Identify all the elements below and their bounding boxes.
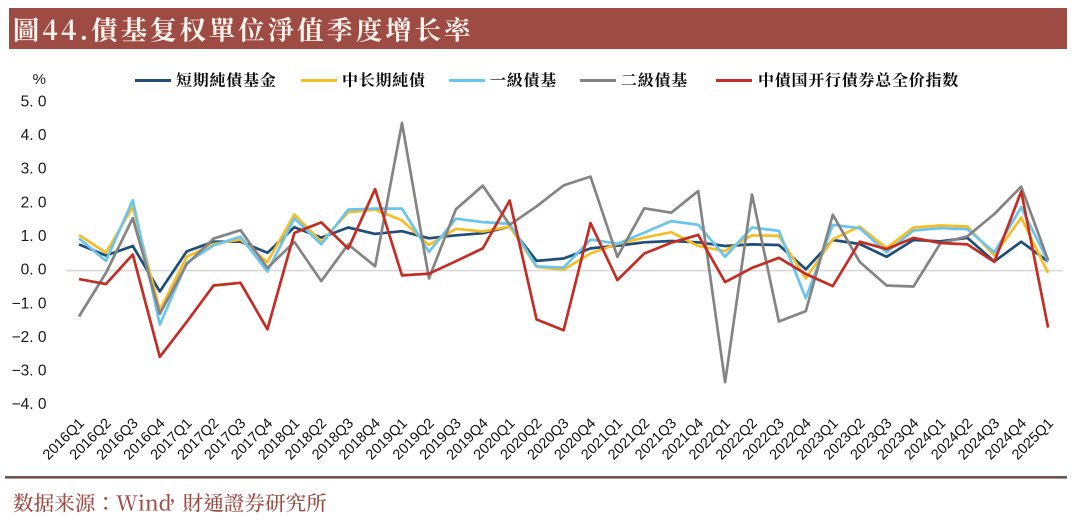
svg-text:0. 0: 0. 0	[21, 262, 47, 279]
svg-text:5. 0: 5. 0	[21, 93, 47, 110]
svg-text:−2. 0: −2. 0	[12, 329, 47, 346]
svg-text:4. 0: 4. 0	[21, 127, 47, 144]
svg-text:3. 0: 3. 0	[21, 161, 47, 178]
svg-text:%: %	[33, 71, 46, 88]
svg-text:1. 0: 1. 0	[21, 228, 47, 245]
svg-text:−4. 0: −4. 0	[12, 396, 47, 413]
svg-text:−1. 0: −1. 0	[12, 295, 47, 312]
svg-text:2. 0: 2. 0	[21, 194, 47, 211]
svg-text:−3. 0: −3. 0	[12, 363, 47, 380]
